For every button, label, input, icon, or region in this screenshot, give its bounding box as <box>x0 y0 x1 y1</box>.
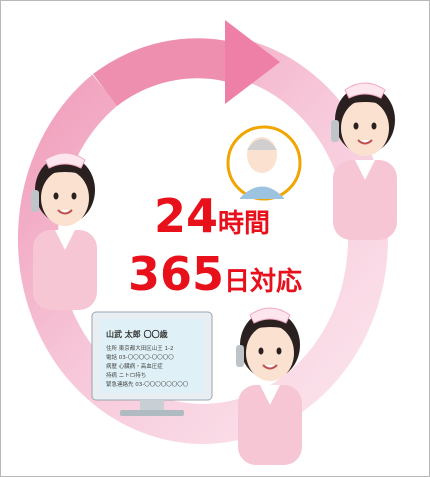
monitor-name: 山武 太郎 〇〇歳 <box>106 329 168 339</box>
hours-headline: 24時間 <box>154 189 270 243</box>
days-number: 365 <box>128 247 224 301</box>
ring-arrowhead <box>225 20 280 104</box>
days-headline: 365日対応 <box>128 247 302 301</box>
hours-number: 24 <box>154 189 218 243</box>
ring-arc-top <box>92 38 235 107</box>
ring-arc-right <box>17 40 388 444</box>
monitor-line: 電話 03-〇〇〇〇-〇〇〇〇 <box>106 353 174 361</box>
monitor-line: 緊急連絡先 03-〇〇〇〇〇〇〇〇 <box>106 380 189 388</box>
hours-unit: 時間 <box>218 209 270 239</box>
monitor: 山武 太郎 〇〇歳 住所 東京都大田区山王 1-2電話 03-〇〇〇〇-〇〇〇〇… <box>91 311 213 416</box>
monitor-line: 住所 東京都大田区山王 1-2 <box>106 344 173 352</box>
monitor-line: 持病 ニトロ持ち <box>106 371 146 379</box>
patient-portrait <box>226 125 302 201</box>
days-unit: 日対応 <box>224 266 302 297</box>
monitor-line: 病歴 心臓病・高血圧症 <box>106 362 163 370</box>
